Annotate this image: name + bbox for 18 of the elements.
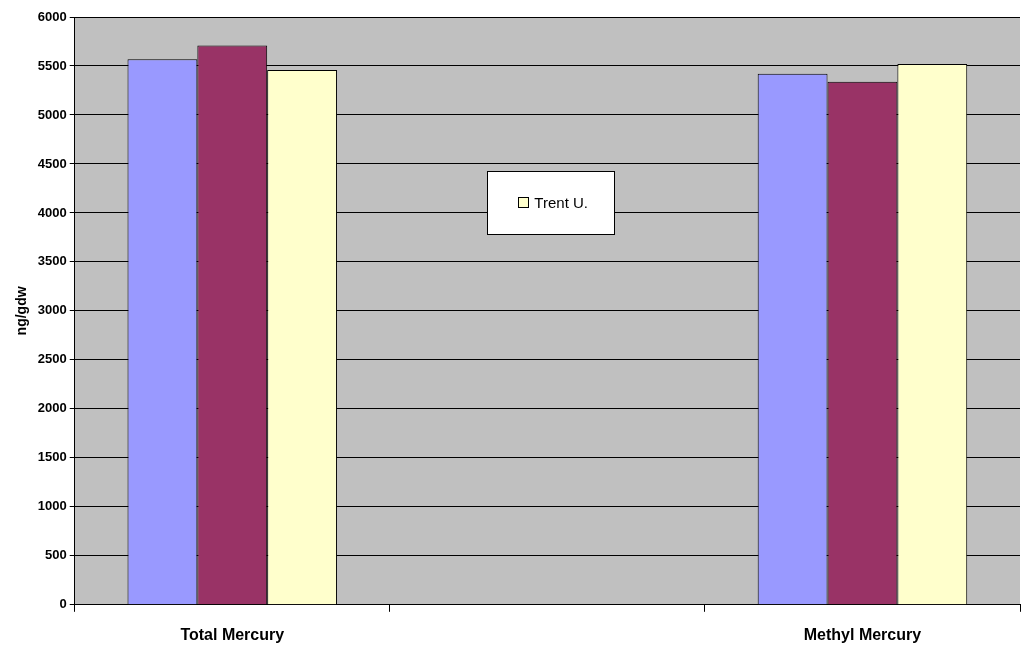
y-tick-label: 4000 — [37, 204, 67, 220]
y-tick-label: 1000 — [37, 498, 67, 514]
y-tick-label: 5000 — [37, 106, 67, 122]
y-tick-label: 5500 — [37, 57, 67, 73]
y-tick-label: 0 — [59, 596, 67, 612]
y-tick-label: 1500 — [37, 449, 67, 465]
y-tick-label: 2500 — [37, 351, 67, 367]
y-tick-label: 4500 — [37, 155, 67, 171]
y-tick-label: 6000 — [37, 8, 67, 24]
x-tick-label: Methyl Mercury — [803, 625, 922, 643]
legend-box: Trent U. — [487, 170, 615, 235]
y-tick-label: 500 — [45, 547, 67, 563]
y-tick-label: 2000 — [37, 400, 67, 416]
y-tick-label: 3000 — [37, 302, 67, 318]
y-tick-label: 3500 — [37, 253, 67, 269]
legend-label: Trent U. — [534, 194, 588, 212]
x-tick-label: Total Mercury — [180, 625, 285, 643]
y-axis-title: ng/gdw — [13, 286, 30, 336]
